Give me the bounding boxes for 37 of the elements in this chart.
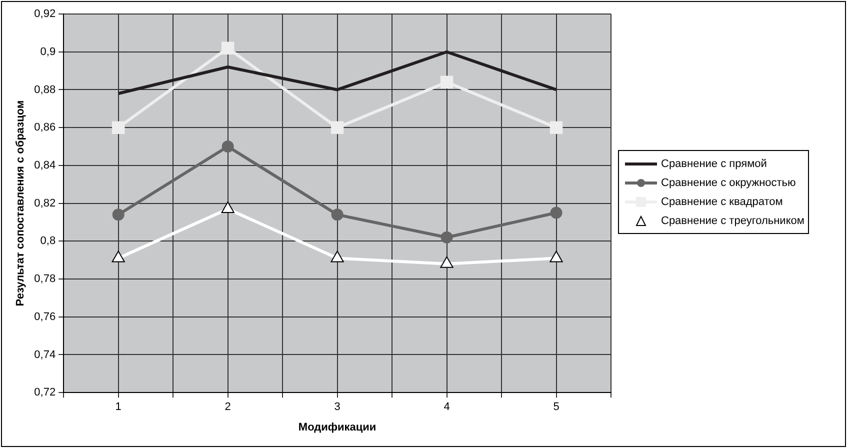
point	[112, 208, 124, 221]
point	[550, 206, 562, 219]
y-tick-label: 0,74	[34, 348, 56, 361]
y-tick-label: 0,88	[34, 84, 56, 96]
x-tick-label: 1	[115, 401, 122, 414]
point	[440, 256, 454, 268]
x-axis-title: Модификации	[298, 421, 376, 434]
point	[112, 121, 125, 134]
y-tick-label: 0,78	[34, 273, 56, 286]
point	[440, 231, 453, 244]
point	[330, 121, 344, 134]
point	[221, 42, 234, 54]
x-tick-label: 4	[444, 401, 450, 414]
point	[222, 140, 234, 153]
x-tick-label: 2	[224, 401, 231, 414]
point	[331, 208, 344, 221]
point	[440, 76, 454, 89]
point	[221, 201, 234, 213]
point	[330, 250, 344, 262]
point	[550, 250, 563, 262]
y-tick-label: 0,82	[34, 197, 56, 210]
y-tick-label: 0,9	[40, 46, 56, 58]
y-tick-label: 0,76	[34, 310, 56, 323]
legend-label: Сравнение с треугольником	[661, 214, 804, 226]
point	[550, 121, 563, 134]
y-tick-label: 0,72	[34, 386, 56, 399]
legend-label: Сравнение с квадратом	[661, 196, 783, 208]
y-tick-label: 0,8	[40, 235, 56, 248]
legend-label: Сравнение с прямой	[661, 158, 767, 170]
y-axis-title: Результат сопоставления с образцом	[14, 100, 27, 306]
legend-label: Сравнение с окружностью	[661, 176, 796, 188]
y-tick-label: 0,92	[34, 8, 56, 20]
x-tick-label: 5	[553, 401, 560, 414]
y-tick-label: 0,84	[34, 159, 56, 172]
y-tick-label: 0,86	[34, 122, 56, 134]
point	[112, 250, 125, 262]
x-tick-label: 3	[334, 401, 340, 414]
